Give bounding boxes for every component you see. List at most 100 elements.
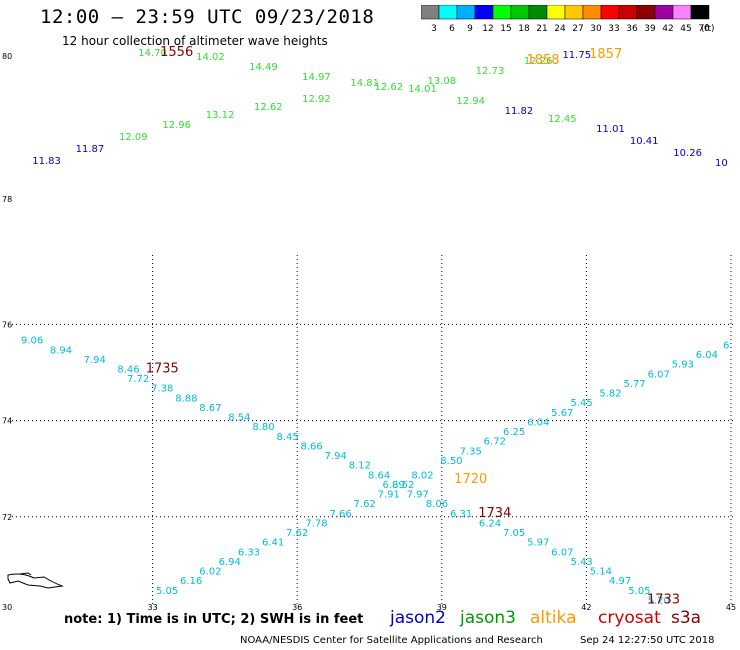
x-tick-label: 36 xyxy=(292,603,302,612)
wave-height-value: 12.62 xyxy=(374,82,403,93)
scale-label: 21 xyxy=(536,24,547,34)
wave-height-value: 12.94 xyxy=(456,96,485,107)
wave-height-value: 5.82 xyxy=(599,389,621,400)
scale-label: 12 xyxy=(482,24,493,34)
wave-height-value: 7.38 xyxy=(151,384,173,395)
wave-height-value: 6.07 xyxy=(648,369,670,380)
wave-height-value: 8.12 xyxy=(349,461,371,472)
wave-height-value: 12.73 xyxy=(476,66,505,77)
pass-time-label: 1857 xyxy=(589,47,622,62)
chart-subtitle: 12 hour collection of altimeter wave hei… xyxy=(62,34,328,48)
wave-height-value: 6.72 xyxy=(484,437,506,448)
y-tick-label: 80 xyxy=(2,52,12,61)
wave-height-value: 5.93 xyxy=(672,360,694,371)
scale-label: 42 xyxy=(662,24,673,34)
scale-unit: (ft) xyxy=(701,24,715,34)
wave-height-value: 8.66 xyxy=(301,441,323,452)
wave-height-value: 7.78 xyxy=(305,518,327,529)
wave-height-value: 7.94 xyxy=(84,355,106,366)
pass-time-label: 1720 xyxy=(454,472,487,487)
y-tick-label: 76 xyxy=(2,320,12,329)
wave-height-value: 8.80 xyxy=(252,422,274,433)
wave-height-value: 5.77 xyxy=(623,379,645,390)
x-tick-label: 39 xyxy=(437,603,447,612)
wave-height-value: 5.67 xyxy=(551,408,573,419)
scale-label: 18 xyxy=(518,24,530,34)
timestamp: Sep 24 12:27:50 UTC 2018 xyxy=(580,635,715,646)
pass-time-label: 1733 xyxy=(647,592,680,607)
legend-altika: altika xyxy=(530,608,577,628)
legend-jason2: jason2 xyxy=(390,608,446,628)
wave-height-value: 6.24 xyxy=(479,518,501,529)
wave-height-value: 14.01 xyxy=(408,84,437,95)
wave-height-value: 8.64 xyxy=(368,470,390,481)
wave-height-value: 8.50 xyxy=(440,456,462,467)
wave-height-value: 8.46 xyxy=(117,365,139,376)
x-tick-label: 33 xyxy=(148,603,158,612)
wave-height-value: 12.62 xyxy=(254,102,283,113)
wave-height-value: 7.94 xyxy=(325,451,347,462)
legend-jason3: jason3 xyxy=(460,608,516,628)
x-tick-label: 30 xyxy=(2,603,12,612)
wave-height-value: 7.97 xyxy=(407,490,429,501)
wave-height-value: 10.26 xyxy=(673,148,702,159)
wave-height-value: 13.08 xyxy=(427,76,456,87)
x-tick-label: 45 xyxy=(726,603,736,612)
wave-height-value: 8.54 xyxy=(228,413,250,424)
wave-height-value: 7.05 xyxy=(503,528,525,539)
wave-height-value: 6.04 xyxy=(527,417,549,428)
wave-height-value: 14.70 xyxy=(138,48,167,59)
scale-label: 6 xyxy=(449,24,455,34)
x-tick-label: 42 xyxy=(581,603,591,612)
wave-height-value: 8.88 xyxy=(175,393,197,404)
coastline xyxy=(7,573,64,589)
wave-height-value: 6 xyxy=(723,340,729,351)
wave-height-value: 12.09 xyxy=(119,132,148,143)
credit-line: NOAA/NESDIS Center for Satellite Applica… xyxy=(240,635,543,646)
wave-height-value: 13.12 xyxy=(206,110,235,121)
wave-height-value: 6.02 xyxy=(199,567,221,578)
scale-label: 36 xyxy=(626,24,638,34)
scale-label: 39 xyxy=(644,24,656,34)
wave-height-value: 5.05 xyxy=(628,586,650,597)
wave-height-value: 7.91 xyxy=(378,490,400,501)
wave-height-value: 11.82 xyxy=(505,106,534,117)
wave-height-value: 5.45 xyxy=(570,398,592,409)
pass-time-label: 1734 xyxy=(478,506,511,521)
wave-height-value: 6.41 xyxy=(262,538,284,549)
wave-height-value: 6.07 xyxy=(551,547,573,558)
wave-height-value: 11.87 xyxy=(76,144,105,155)
scale-label: 15 xyxy=(500,24,511,34)
wave-height-value: 6.94 xyxy=(219,557,241,568)
wave-height-value: 5.97 xyxy=(527,538,549,549)
wave-height-value: 5.14 xyxy=(590,567,612,578)
wave-height-value: 7.35 xyxy=(460,446,482,457)
wave-height-value: 6.33 xyxy=(238,547,260,558)
pass-time-label: 1858 xyxy=(526,53,559,68)
wave-height-value: 11.83 xyxy=(32,156,61,167)
wave-height-value: 7.62 xyxy=(354,499,376,510)
y-tick-label: 78 xyxy=(2,195,12,204)
wave-height-value: 6.25 xyxy=(503,427,525,438)
wave-height-value: 14.97 xyxy=(302,72,331,83)
wave-height-value: 10 xyxy=(715,158,728,169)
wave-height-value: 11.01 xyxy=(596,124,625,135)
color-scale: 3 6 9 12 15 18 21 24 27 30 33 36 39 42 45 70(ft) xyxy=(421,5,715,34)
wave-height-value: 11.75 xyxy=(562,50,591,61)
wave-height-value: 5.05 xyxy=(156,586,178,597)
wave-height-value: 12.26 xyxy=(524,56,553,67)
scale-swatch xyxy=(690,5,710,20)
units-note: note: 1) Time is in UTC; 2) SWH is in fe… xyxy=(64,612,364,627)
wave-height-value: 5.20 xyxy=(648,595,670,606)
wave-height-value: 8.67 xyxy=(199,403,221,414)
scale-label: 27 xyxy=(572,24,583,34)
scale-label: 3 xyxy=(431,24,437,34)
wave-height-value: 6.89 xyxy=(382,480,404,491)
wave-height-value: 14.81 xyxy=(350,78,379,89)
y-tick-label: 72 xyxy=(2,513,12,522)
wave-height-value: 6.16 xyxy=(180,576,202,587)
wave-height-value: 4.97 xyxy=(609,576,631,587)
scale-label: 30 xyxy=(590,24,602,34)
wave-height-value: 8.45 xyxy=(276,432,298,443)
scale-label: 33 xyxy=(608,24,619,34)
